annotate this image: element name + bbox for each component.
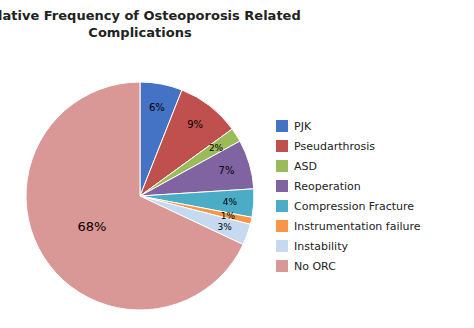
legend-label: Reoperation (294, 180, 361, 193)
data-label: 68% (77, 219, 106, 234)
legend: PJK Pseudarthrosis ASD Reoperation Compressi… (276, 120, 421, 273)
legend-swatch (276, 240, 288, 252)
legend-swatch (276, 140, 288, 152)
data-labels: 6% 9% 2% 7% 4% 1%3% 68% (77, 102, 237, 234)
data-label: 1% (221, 211, 236, 221)
data-label: 6% (149, 102, 165, 113)
legend-swatch (276, 260, 288, 272)
pie-slice (26, 82, 243, 310)
legend-label: Instrumentation failure (294, 220, 421, 233)
data-label: 7% (219, 165, 235, 176)
chart-container: Relative Frequency of Osteoporosis Relat… (0, 0, 474, 328)
legend-label: Instability (294, 240, 348, 253)
data-label: 4% (223, 197, 238, 207)
legend-swatch (276, 120, 288, 132)
data-label: 9% (187, 119, 203, 130)
legend-label: Compression Fracture (294, 200, 414, 213)
title: Relative Frequency of Osteoporosis Relat… (0, 8, 301, 40)
chart: Relative Frequency of Osteoporosis Relat… (0, 0, 474, 328)
legend-label: PJK (294, 120, 312, 133)
legend-swatch (276, 220, 288, 232)
pie-slice (140, 141, 254, 196)
legend-label: No ORC (294, 260, 336, 273)
legend-swatch (276, 180, 288, 192)
slices (26, 82, 254, 310)
legend-swatch (276, 200, 288, 212)
data-label: 2% (209, 143, 224, 153)
data-label: 3% (218, 222, 233, 232)
legend-label: Pseudarthrosis (294, 140, 375, 153)
legend-swatch (276, 160, 288, 172)
legend-label: ASD (294, 160, 317, 173)
